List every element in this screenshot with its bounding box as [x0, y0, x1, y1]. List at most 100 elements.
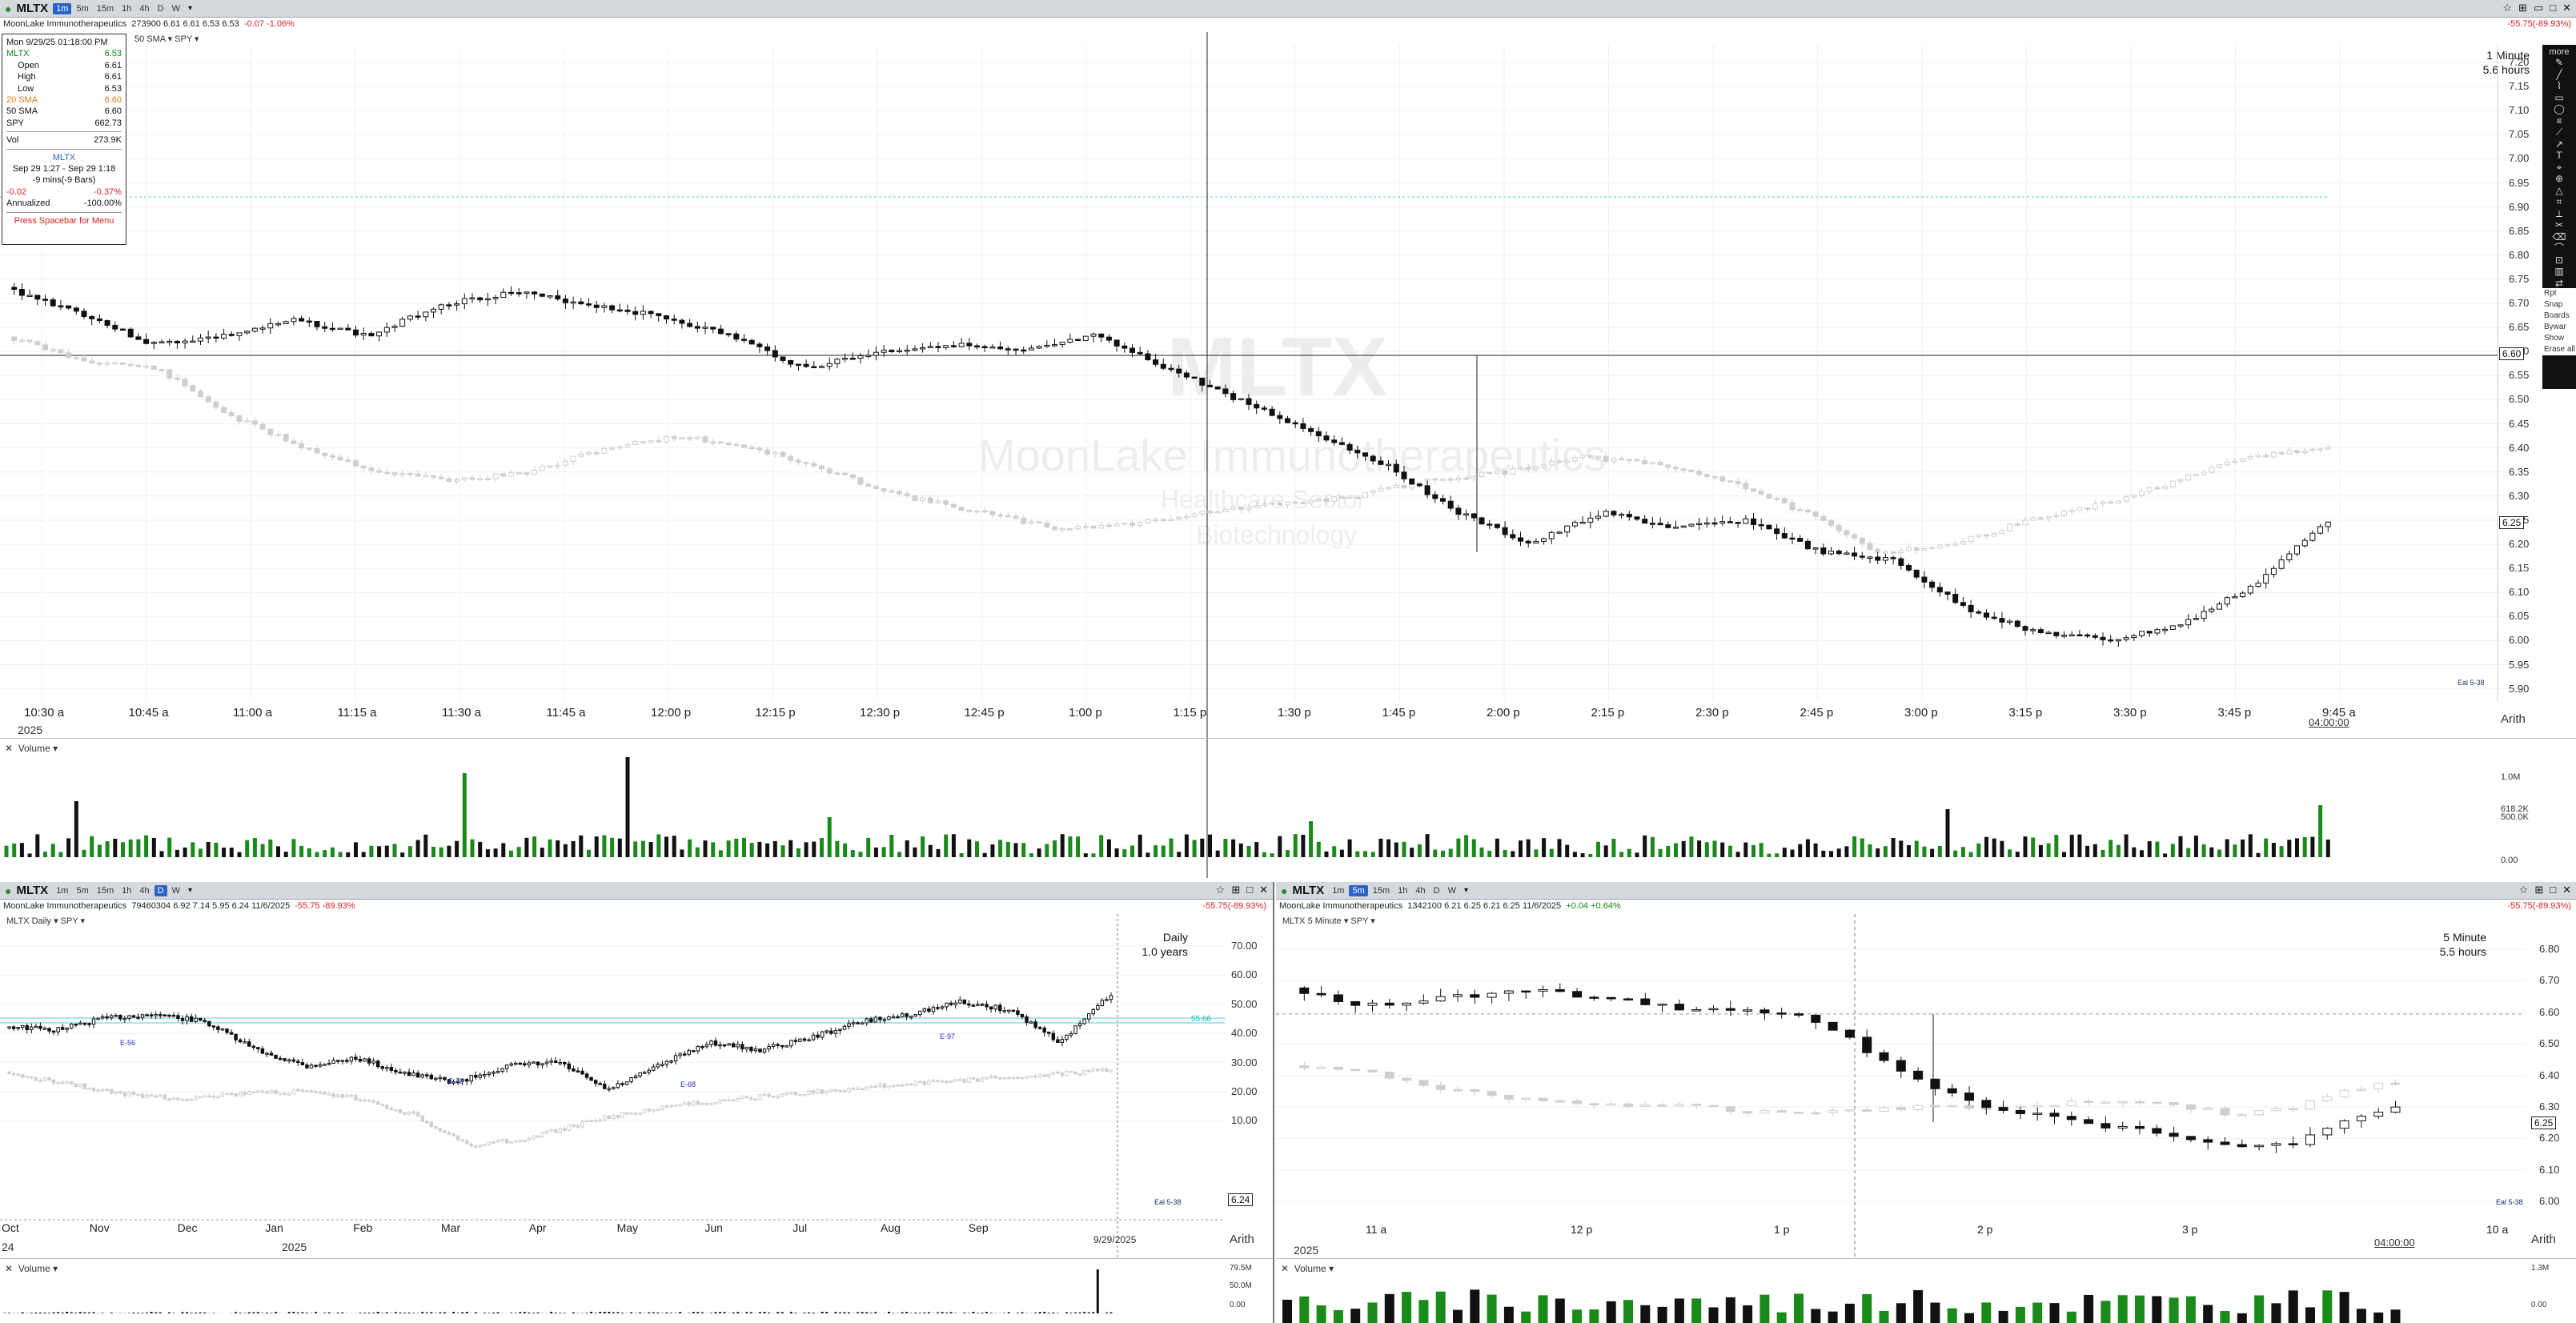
close-icon[interactable]: ✕	[5, 743, 14, 754]
draw-option[interactable]: Bywar	[2544, 323, 2566, 331]
studies-bar[interactable]: 50 SMA ▾ SPY ▾	[134, 34, 199, 44]
close-icon[interactable]: ✕	[5, 1263, 14, 1274]
draw-option[interactable]: Boards	[2544, 311, 2570, 320]
spy-candle	[1098, 522, 1105, 529]
draw-tool-icon[interactable]: ⌖	[2556, 161, 2562, 173]
top-price-chart[interactable]	[0, 0, 2576, 878]
draw-tool-icon[interactable]: ╱	[2556, 68, 2562, 80]
daily-price-chart[interactable]	[0, 882, 1274, 1323]
draw-tool-icon[interactable]: ↗	[2554, 138, 2564, 150]
chart-icon[interactable]: ●	[5, 884, 12, 897]
draw-tool-icon[interactable]: ◯	[2554, 103, 2565, 114]
draw-tool-icon[interactable]: ⇄	[2554, 277, 2564, 289]
draw-tool-icon[interactable]: T	[2556, 150, 2562, 161]
draw-tool-icon[interactable]: ⌗	[2556, 196, 2562, 207]
draw-tool-icon[interactable]: ⊕	[2554, 173, 2564, 184]
tab-5m[interactable]: 5m	[76, 885, 89, 896]
more-tools-button[interactable]: more	[2549, 47, 2570, 57]
tab-1m[interactable]: 1m	[56, 885, 69, 896]
close-icon[interactable]: ✕	[2562, 884, 2571, 896]
tab-D[interactable]: D	[1433, 885, 1440, 896]
symbol-label[interactable]: MLTX	[1292, 884, 1325, 897]
draw-option[interactable]: Erase all	[2544, 345, 2575, 354]
scale-mode[interactable]: Arith	[1230, 1233, 1254, 1246]
studies-bar[interactable]: MLTX Daily ▾ SPY ▾	[6, 916, 86, 926]
chevron-down-icon[interactable]: ▾	[188, 886, 193, 895]
spy-candle	[1603, 452, 1609, 465]
close-icon[interactable]: ✕	[1281, 1263, 1290, 1274]
draw-option[interactable]: Snap	[2544, 300, 2563, 309]
tab-1m[interactable]: 1m	[53, 2, 72, 14]
volume-bar	[2101, 849, 2105, 857]
candle	[145, 1013, 149, 1016]
minimize-icon[interactable]: ▭	[2533, 2, 2544, 14]
draw-tool-icon[interactable]: ⊡	[2554, 254, 2564, 266]
close-icon[interactable]: ✕	[2562, 2, 2571, 14]
tab-4h[interactable]: 4h	[139, 885, 150, 896]
scale-mode[interactable]: Arith	[2531, 1233, 2556, 1246]
volume-bar	[275, 1312, 278, 1313]
draw-tool-icon[interactable]: ✎	[2554, 57, 2564, 68]
tab-W[interactable]: W	[1447, 885, 1456, 896]
tab-1h[interactable]: 1h	[1398, 885, 1408, 896]
tab-1m[interactable]: 1m	[1332, 885, 1345, 896]
tab-W[interactable]: W	[171, 885, 180, 896]
studies-bar[interactable]: MLTX 5 Minute ▾ SPY ▾	[1282, 916, 1375, 926]
draw-tool-icon[interactable]: ≡	[2556, 114, 2562, 126]
candle	[878, 1016, 882, 1024]
tab-1h[interactable]: 1h	[122, 3, 132, 14]
draw-tool-icon[interactable]: △	[2555, 184, 2563, 196]
draw-tool-icon[interactable]: ▭	[2554, 91, 2564, 103]
draw-option[interactable]: Show	[2544, 334, 2565, 343]
close-icon[interactable]: ✕	[1259, 884, 1268, 896]
tab-4h[interactable]: 4h	[1415, 885, 1426, 896]
volume-label[interactable]: Volume ▾	[18, 743, 58, 754]
draw-option[interactable]: Rpt	[2544, 289, 2557, 298]
chevron-down-icon[interactable]: ▾	[188, 4, 193, 13]
draw-tool-icon[interactable]: ⟂	[2555, 207, 2562, 219]
scale-mode[interactable]: Arith	[2501, 712, 2526, 726]
star-icon[interactable]: ☆	[1215, 884, 1226, 896]
star-icon[interactable]: ☆	[2518, 884, 2529, 896]
candle	[1487, 519, 1493, 530]
draw-tool-icon[interactable]: ⌫	[2552, 231, 2566, 243]
volume-label[interactable]: Volume ▾	[18, 1263, 58, 1274]
tab-5m[interactable]: 5m	[1349, 884, 1368, 896]
tab-1h[interactable]: 1h	[122, 885, 132, 896]
link-icon[interactable]: ⊞	[1231, 884, 1241, 896]
volume-header[interactable]: ✕ Volume ▾	[1281, 1263, 1334, 1274]
tab-15m[interactable]: 15m	[96, 885, 114, 896]
draw-tool-icon[interactable]: ⟋	[2555, 126, 2563, 138]
tab-D[interactable]: D	[157, 3, 164, 14]
link-icon[interactable]: ⊞	[2518, 2, 2527, 14]
star-icon[interactable]: ☆	[2502, 2, 2513, 14]
candle	[163, 1014, 167, 1016]
tab-4h[interactable]: 4h	[139, 3, 150, 14]
spacebar-hint[interactable]: Press Spacebar for Menu	[14, 215, 114, 226]
tab-15m[interactable]: 15m	[96, 3, 114, 14]
draw-tool-icon[interactable]: ✂	[2554, 219, 2564, 231]
spy-candle	[696, 1099, 700, 1106]
tab-15m[interactable]: 15m	[1372, 885, 1390, 896]
volume-label[interactable]: Volume ▾	[1294, 1263, 1334, 1274]
volume-header[interactable]: ✕ Volume ▾	[5, 743, 58, 754]
tab-D[interactable]: D	[154, 884, 167, 896]
maximize-icon[interactable]: □	[1246, 884, 1254, 896]
draw-tool-icon[interactable]: ▥	[2554, 266, 2564, 277]
chart-icon[interactable]: ●	[1281, 884, 1288, 897]
tab-5m[interactable]: 5m	[76, 3, 89, 14]
draw-tool-icon[interactable]: ⌒	[2554, 243, 2564, 254]
five-minute-price-chart[interactable]	[1276, 882, 2576, 1323]
symbol-label[interactable]: MLTX	[16, 884, 49, 897]
tab-W[interactable]: W	[171, 3, 180, 14]
volume-header[interactable]: ✕ Volume ▾	[5, 1263, 58, 1274]
volume-bar	[4, 845, 9, 857]
chart-icon[interactable]: ●	[5, 2, 12, 15]
symbol-label[interactable]: MLTX	[16, 2, 49, 15]
link-icon[interactable]: ⊞	[2534, 884, 2544, 896]
chevron-down-icon[interactable]: ▾	[1464, 886, 1469, 895]
maximize-icon[interactable]: □	[2550, 884, 2557, 896]
maximize-icon[interactable]: □	[2550, 2, 2557, 14]
candle	[632, 306, 639, 321]
draw-tool-icon[interactable]: ⌇	[2557, 80, 2562, 91]
